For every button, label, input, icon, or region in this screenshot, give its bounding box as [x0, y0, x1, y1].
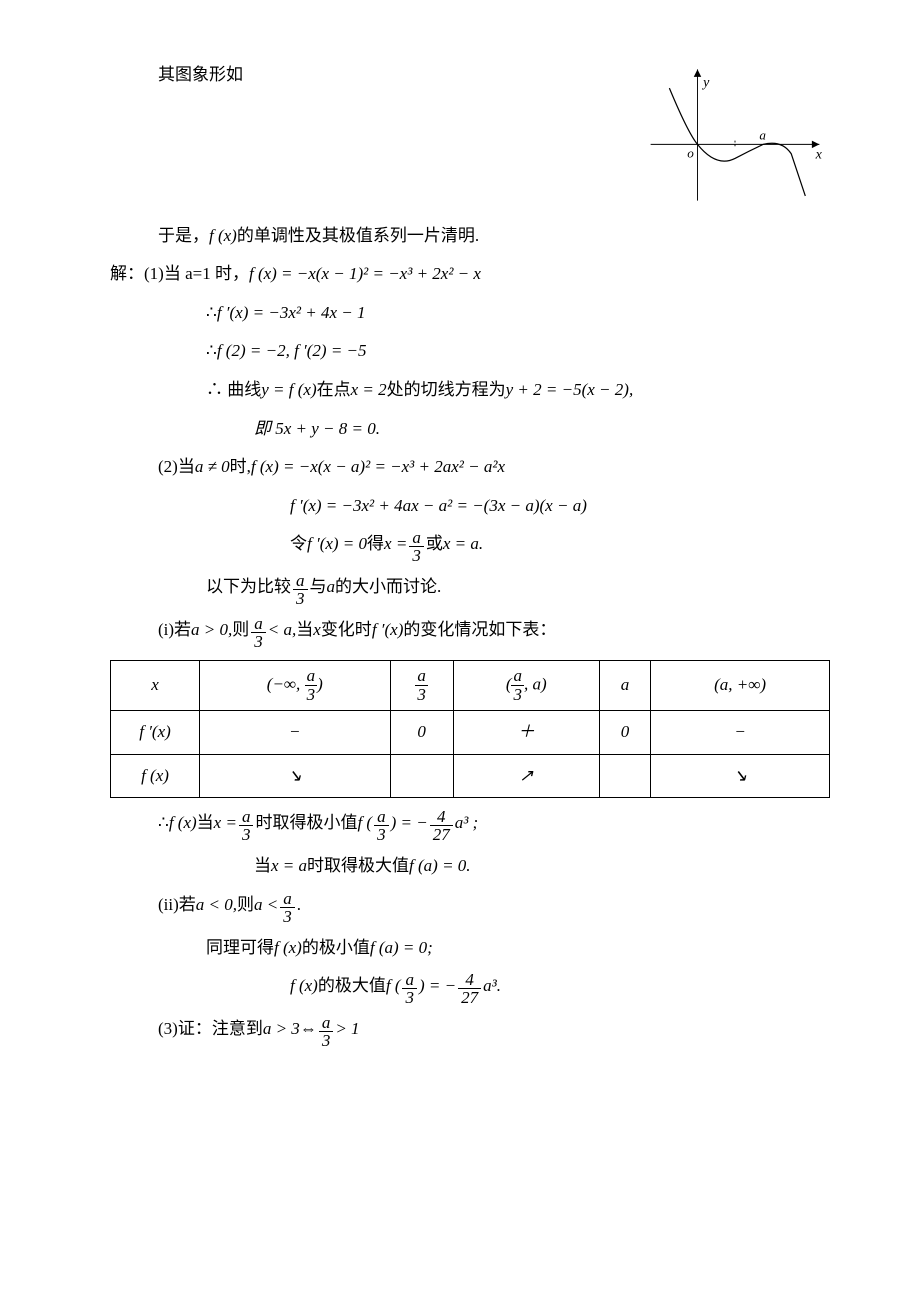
col-interval-2: (a3, a)	[453, 661, 599, 711]
col-a3: a3	[390, 661, 453, 711]
part-3: (3)证：注意到 a > 3 ⇔ a3 > 1	[110, 1014, 830, 1049]
max-value: 当 x = a 时取得极大值 f (a) = 0.	[110, 851, 830, 882]
origin-label: o	[687, 146, 694, 161]
derivative-1: ∴ f ′(x) = −3x² + 4x − 1	[110, 298, 830, 329]
sign-table: x (−∞, a3) a3 (a3, a) a (a, +∞) f ′(x) −…	[110, 660, 830, 798]
case-ii: (ii)若 a < 0, 则 a < a3 .	[110, 890, 830, 925]
frac-a-3: a3	[409, 529, 424, 564]
case-ii-max: f (x) 的极大值 f ( a3 ) = − 427 a³.	[110, 971, 830, 1006]
table-row: f (x) ↘ ↗ ↘	[111, 754, 830, 798]
table-row: f ′(x) − 0 ＋ 0 −	[111, 711, 830, 755]
col-a: a	[599, 661, 650, 711]
min-value: ∴ f (x) 当 x = a3 时取得极小值 f ( a3 ) = − 427…	[110, 808, 830, 843]
tangent-line: ∴ 曲线 y = f (x) 在点 x = 2 处的切线方程为 y + 2 = …	[110, 375, 830, 406]
curve-graph: y x o a	[640, 60, 830, 221]
point-a-label: a	[759, 128, 766, 143]
axis-label-y: y	[701, 74, 710, 90]
solution-1-start: 解：(1)当 a=1 时， f (x) = −x(x − 1)² = −x³ +…	[110, 259, 830, 290]
part-2-start: (2)当 a ≠ 0 时, f (x) = −x(x − a)² = −x³ +…	[110, 452, 830, 483]
line-conclusion: 于是， f (x) 的单调性及其极值系列一片清明.	[110, 221, 830, 252]
critical-points: 令 f ′(x) = 0 得 x = a3 或 x = a.	[110, 529, 830, 564]
tangent-simplified: 即 5x + y − 8 = 0.	[110, 414, 830, 445]
col-x: x	[111, 661, 200, 711]
line-1: 其图象形如	[158, 65, 243, 84]
case-ii-min: 同理可得 f (x) 的极小值 f (a) = 0;	[110, 933, 830, 964]
derivative-general: f ′(x) = −3x² + 4ax − a² = −(3x − a)(x −…	[110, 491, 830, 522]
compare-intro: 以下为比较 a3 与 a 的大小而讨论.	[110, 572, 830, 607]
col-interval-1: (−∞, a3)	[200, 661, 391, 711]
values-at-2: ∴ f (2) = −2, f ′(2) = −5	[110, 336, 830, 367]
header-row: 其图象形如 y x o a	[110, 60, 830, 221]
col-interval-3: (a, +∞)	[651, 661, 830, 711]
table-header-row: x (−∞, a3) a3 (a3, a) a (a, +∞)	[111, 661, 830, 711]
axis-label-x: x	[815, 146, 823, 162]
case-i: (i)若 a > 0, 则 a3 < a, 当 x 变化时 f ′(x) 的变化…	[110, 615, 830, 650]
function-graph: y x o a	[640, 60, 830, 210]
